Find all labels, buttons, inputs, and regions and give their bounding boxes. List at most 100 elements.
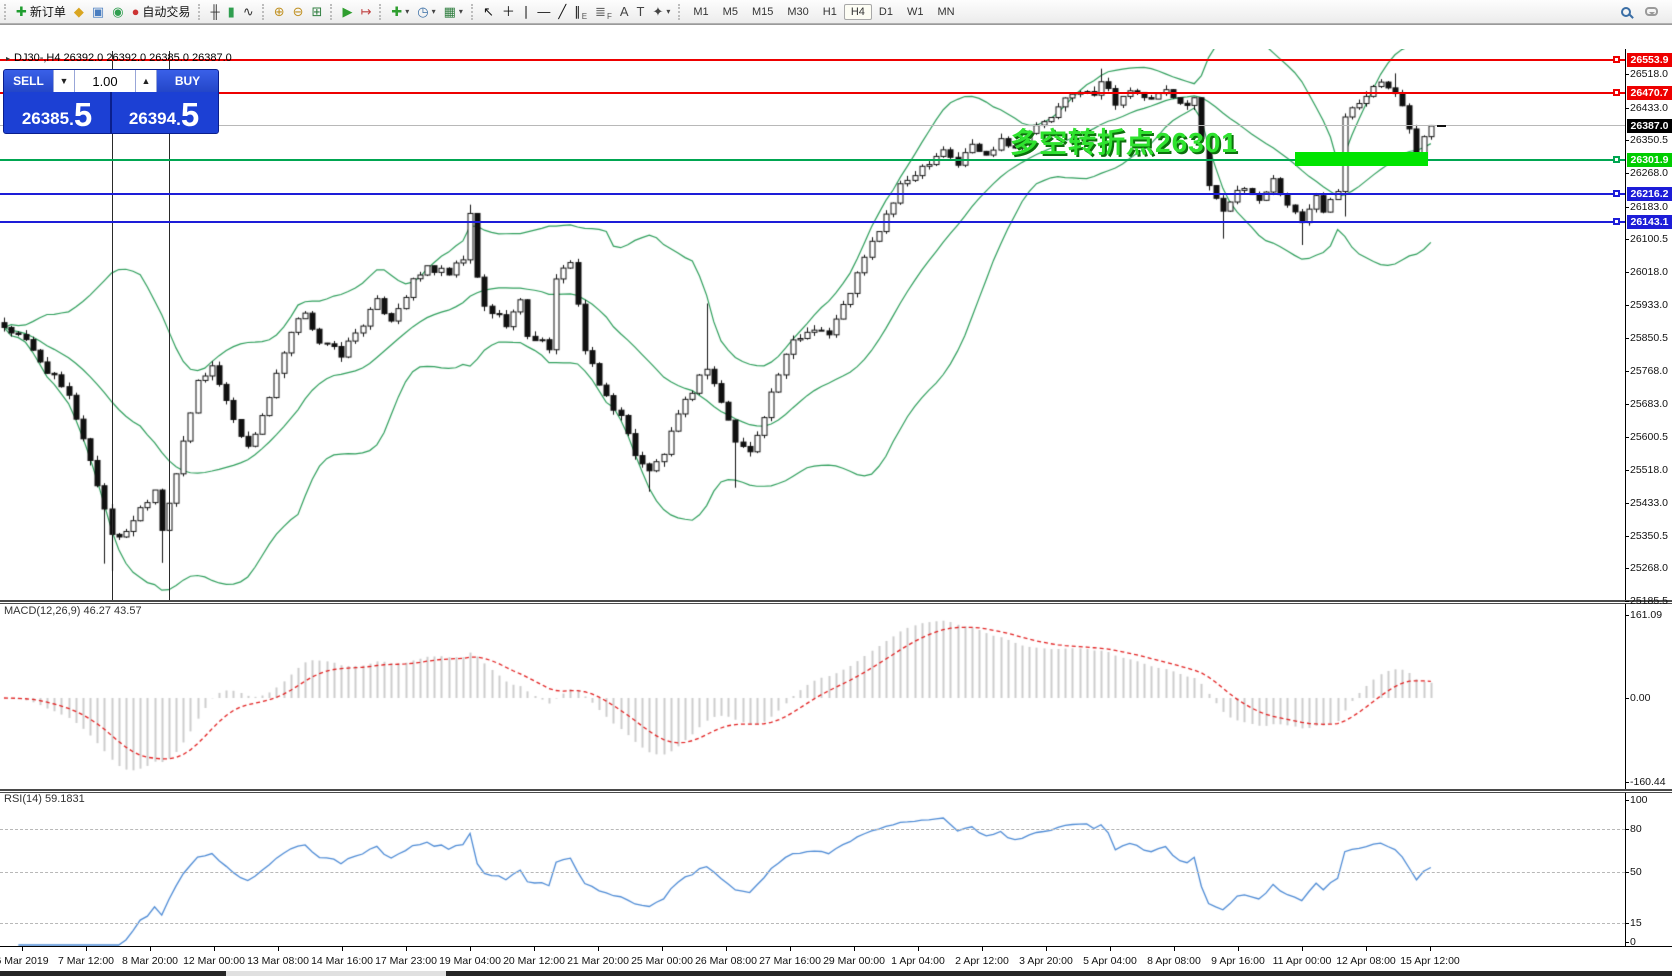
time-tick	[278, 947, 279, 951]
level-line[interactable]	[0, 91, 1625, 94]
fibonacci-button[interactable]: ≣ F	[591, 2, 616, 22]
time-label: 12 Mar 00:00	[183, 955, 245, 967]
indicators-button[interactable]: ✚ ▾	[387, 2, 413, 22]
data-window-button[interactable]: ▣	[88, 2, 108, 22]
periods-button[interactable]: ◷ ▾	[413, 2, 439, 22]
buy-price[interactable]: 26394. 5	[110, 92, 216, 133]
horizontal-line-button[interactable]: —	[533, 2, 554, 22]
pane-separator[interactable]	[0, 789, 1672, 793]
templates-icon: ▦	[443, 4, 456, 19]
sell-price[interactable]: 26385. 5	[21, 96, 93, 133]
timeframe-M30[interactable]: M30	[787, 5, 809, 18]
timeframe-W1[interactable]: W1	[906, 5, 924, 18]
rsi-level-line	[0, 923, 1625, 924]
level-marker[interactable]	[1613, 155, 1620, 163]
buy-button[interactable]: BUY	[157, 70, 218, 92]
timeframe-M5[interactable]: M5	[722, 5, 738, 18]
icon-subscript: F	[606, 11, 612, 21]
chevron-down-icon: ▾	[405, 7, 410, 16]
annotation-text[interactable]: 多空转折点26301	[1010, 127, 1238, 158]
candlestick-button[interactable]: ▮	[224, 2, 239, 22]
level-line[interactable]	[0, 59, 1625, 61]
auto-trading-icon: ●	[131, 4, 140, 19]
level-marker[interactable]	[1613, 88, 1620, 96]
chat-icon[interactable]	[1645, 7, 1658, 16]
price-badge: 26301.9	[1627, 152, 1672, 167]
price-tick: 26018.0	[1625, 265, 1668, 278]
timeframe-H4[interactable]: H4	[843, 3, 872, 20]
signals-icon: ◉	[112, 4, 124, 19]
bar-chart-icon: ╫	[210, 4, 220, 19]
indicator-tick: 0	[1625, 936, 1636, 948]
level-line[interactable]	[0, 221, 1625, 224]
vertical-line-object[interactable]	[112, 51, 113, 600]
zoom-out-button[interactable]: ⊖	[289, 2, 308, 22]
vertical-line-object[interactable]	[169, 51, 170, 600]
timeframe-MN[interactable]: MN	[937, 5, 955, 18]
line-chart-button[interactable]: ∿	[239, 2, 258, 22]
cursor-button[interactable]: ↖	[479, 2, 498, 22]
toolbar-grip	[379, 3, 384, 20]
sell-button[interactable]: SELL	[4, 70, 53, 92]
scrollbar-thumb[interactable]	[226, 971, 446, 976]
time-tick	[22, 947, 23, 951]
search-icon[interactable]	[1621, 6, 1631, 17]
chart-shift-button[interactable]: ↦	[356, 2, 375, 22]
time-tick	[1046, 947, 1047, 951]
time-label: 8 Mar 20:00	[121, 955, 179, 967]
time-label: 7 Mar 12:00	[57, 955, 115, 967]
time-label: 17 Mar 23:00	[375, 955, 437, 967]
rsi-canvas[interactable]	[0, 793, 1625, 946]
market-watch-button[interactable]: ◆	[70, 2, 88, 22]
level-marker[interactable]	[1613, 189, 1620, 197]
tile-windows-button[interactable]: ⊞	[308, 2, 327, 22]
crosshair-button[interactable]: ＋	[498, 2, 519, 22]
price-tick: 25933.0	[1625, 299, 1668, 312]
time-label: 29 Mar 00:00	[823, 955, 885, 967]
templates-button[interactable]: ▦ ▾	[440, 2, 467, 22]
toolbar-group-scroll: ▶ ↦	[338, 0, 375, 23]
bottom-scrollbar[interactable]	[0, 971, 1672, 976]
level-line[interactable]	[0, 158, 1625, 161]
main-chart-canvas[interactable]	[0, 49, 1625, 600]
volume-increase-button[interactable]: ▲	[135, 70, 157, 92]
text-button[interactable]: A	[616, 2, 633, 22]
channel-button[interactable]: ∥ E	[570, 2, 591, 22]
timeframe-M1[interactable]: M1	[693, 5, 709, 18]
timeframe-M15[interactable]: M15	[751, 5, 774, 18]
pane-separator[interactable]	[0, 600, 1672, 604]
shapes-button[interactable]: ✦ ▾	[648, 2, 674, 22]
level-line[interactable]	[0, 192, 1625, 195]
price-tick: 26183.0	[1625, 200, 1668, 213]
label-button[interactable]: T	[633, 2, 649, 22]
one-click-trading-panel: SELL ▼ 1.00 ▲ BUY 26385. 5 26394. 5	[3, 69, 219, 134]
signals-button[interactable]: ◉	[108, 2, 127, 22]
price-tick: 25350.5	[1625, 529, 1668, 542]
level-line[interactable]	[0, 125, 1625, 127]
time-tick	[726, 947, 727, 951]
auto-scroll-button[interactable]: ▶	[338, 2, 356, 22]
highlight-rectangle[interactable]	[1295, 152, 1428, 166]
indicator-tick: 80	[1625, 823, 1642, 835]
macd-canvas[interactable]	[0, 603, 1625, 790]
time-tick	[406, 947, 407, 951]
time-label: 3 Apr 20:00	[1019, 955, 1073, 967]
vertical-line-button[interactable]: ∣	[519, 2, 534, 22]
new-order-button[interactable]: ✚ 新订单	[12, 2, 70, 22]
time-label: 1 Apr 04:00	[891, 955, 945, 967]
volume-input[interactable]: 1.00	[75, 70, 135, 92]
toolbar-grip	[470, 3, 476, 20]
bar-chart-button[interactable]: ╫	[206, 2, 223, 22]
toolbar-group-trade: ✚ 新订单 ◆ ▣ ◉ ● 自动交易	[12, 0, 194, 23]
trendline-button[interactable]: ╱	[554, 2, 570, 22]
timeframe-H1[interactable]: H1	[822, 5, 837, 18]
level-marker[interactable]	[1613, 56, 1620, 63]
timeframe-D1[interactable]: D1	[878, 5, 893, 18]
new-order-icon: ✚	[16, 4, 27, 19]
auto-trading-button[interactable]: ● 自动交易	[128, 2, 195, 22]
chart-title: ▸ DJ30-,H4 26392.0 26392.0 26385.0 26387…	[6, 52, 232, 64]
volume-decrease-button[interactable]: ▼	[53, 70, 75, 92]
zoom-in-button[interactable]: ⊕	[270, 2, 289, 22]
level-marker[interactable]	[1613, 218, 1620, 226]
toolbar-grip	[330, 3, 335, 20]
